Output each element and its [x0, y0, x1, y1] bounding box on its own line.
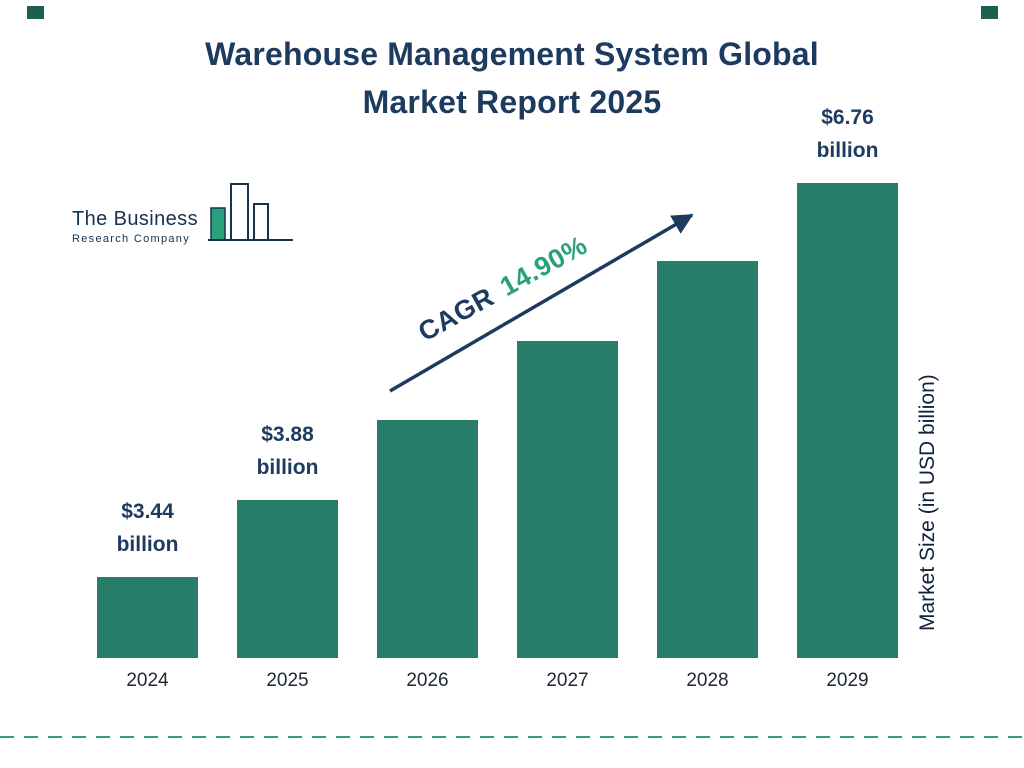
bar-column-2029: $6.76 billion 2029 — [797, 58, 898, 691]
company-logo: The Business Research Company — [72, 180, 294, 247]
bar-value-label-2029: $6.76 billion — [816, 106, 879, 162]
bar-column-2026: 2026 — [377, 58, 478, 691]
bottom-dashed-divider — [0, 736, 1024, 738]
x-axis-label-2027: 2027 — [546, 670, 589, 691]
company-logo-text: The Business Research Company — [72, 208, 198, 247]
page-title-line1: Warehouse Management System Global — [205, 36, 819, 72]
bar-column-2024: $3.44 billion 2024 — [97, 58, 198, 691]
corner-mark-left — [27, 6, 44, 19]
x-axis-label-2025: 2025 — [266, 670, 309, 691]
x-axis-label-2024: 2024 — [126, 670, 169, 691]
page-title: Warehouse Management System Global Marke… — [0, 30, 1024, 126]
bar-column-2025: $3.88 billion 2025 — [237, 58, 338, 691]
company-logo-subname: Research Company — [72, 233, 191, 245]
bar-2028 — [657, 261, 758, 658]
bar-column-2027: 2027 — [517, 58, 618, 691]
bar-2026 — [377, 420, 478, 658]
x-axis-label-2028: 2028 — [686, 670, 729, 691]
bar-value-label-2024: $3.44 billion — [116, 500, 179, 556]
bar-2027 — [517, 341, 618, 658]
page-title-line2: Market Report 2025 — [362, 84, 662, 120]
bar-2029 — [797, 183, 898, 658]
bar-column-2028: 2028 — [657, 58, 758, 691]
corner-mark-right — [981, 6, 998, 19]
x-axis-label-2029: 2029 — [826, 670, 869, 691]
bar-2025 — [237, 500, 338, 658]
bar-2024 — [97, 577, 198, 658]
y-axis-label: Market Size (in USD billion) — [916, 374, 939, 632]
bar-value-label-2025: $3.88 billion — [256, 423, 319, 479]
company-logo-name: The Business — [72, 208, 198, 230]
bar-chart: $3.44 billion 2024 $3.88 billion 2025 2026 2027… — [97, 58, 898, 691]
bar-chart-logo-icon — [207, 180, 294, 247]
x-axis-label-2026: 2026 — [406, 670, 449, 691]
